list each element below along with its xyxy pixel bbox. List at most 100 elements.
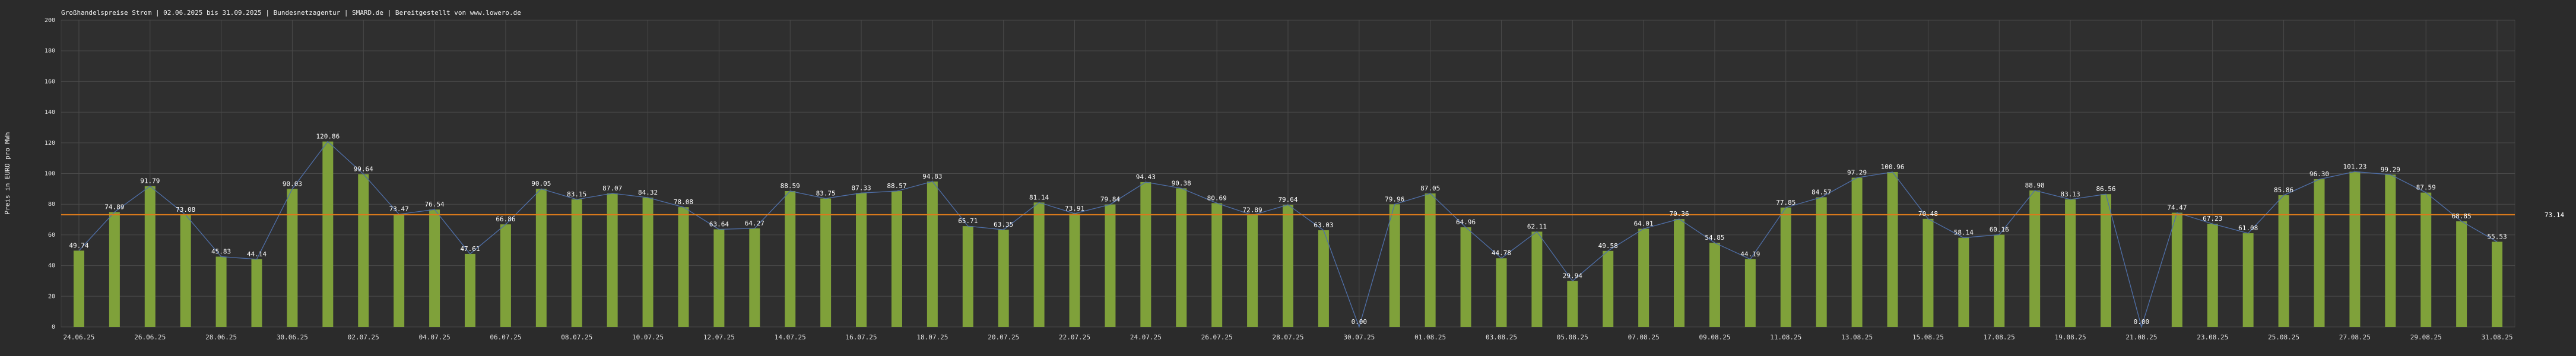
value-label: 77.85 bbox=[1776, 199, 1795, 206]
price-bar bbox=[1958, 237, 1969, 327]
x-tick-label: 31.08.25 bbox=[2482, 333, 2513, 341]
x-tick-label: 21.08.25 bbox=[2125, 333, 2157, 341]
price-bar bbox=[998, 230, 1009, 327]
value-label: 84.32 bbox=[638, 189, 658, 196]
value-label: 87.07 bbox=[602, 185, 622, 192]
price-bar bbox=[180, 215, 191, 327]
price-bar bbox=[1674, 219, 1685, 327]
value-label: 74.89 bbox=[104, 203, 124, 211]
x-tick-label: 11.08.25 bbox=[1770, 333, 1801, 341]
price-bar bbox=[1531, 231, 1543, 327]
price-bar bbox=[1887, 172, 1898, 327]
price-bar bbox=[642, 198, 653, 327]
value-label: 63.35 bbox=[994, 221, 1013, 228]
price-bar bbox=[1283, 205, 1293, 327]
price-bar bbox=[962, 226, 973, 327]
price-bar bbox=[2314, 179, 2325, 327]
value-label: 73.47 bbox=[389, 205, 409, 213]
x-tick-label: 04.07.25 bbox=[419, 333, 451, 341]
value-label: 54.85 bbox=[1705, 234, 1724, 241]
x-tick-label: 02.07.25 bbox=[348, 333, 379, 341]
value-label: 120.86 bbox=[316, 133, 340, 141]
value-label: 67.23 bbox=[2203, 215, 2222, 223]
price-bar bbox=[1140, 182, 1151, 327]
price-bar bbox=[394, 214, 405, 327]
value-label: 70.36 bbox=[1669, 210, 1689, 218]
value-label: 86.56 bbox=[2096, 185, 2115, 193]
value-label: 88.59 bbox=[781, 182, 800, 190]
price-bar bbox=[820, 198, 832, 327]
price-bar bbox=[429, 209, 440, 327]
value-label: 87.05 bbox=[1420, 185, 1440, 192]
price-bar bbox=[2385, 174, 2396, 327]
price-bar bbox=[2101, 194, 2111, 327]
value-label: 63.64 bbox=[709, 220, 729, 228]
value-label: 0.00 bbox=[2134, 318, 2150, 326]
x-tick-label: 10.07.25 bbox=[632, 333, 664, 341]
x-tick-label: 15.08.25 bbox=[1912, 333, 1944, 341]
price-bar bbox=[1994, 234, 2005, 327]
value-label: 29.94 bbox=[1563, 272, 1582, 280]
value-label: 76.54 bbox=[425, 201, 445, 208]
value-label: 79.84 bbox=[1100, 196, 1120, 204]
average-line-group: 73.14 bbox=[61, 211, 2564, 219]
price-bar bbox=[109, 212, 120, 327]
value-label: 101.23 bbox=[2343, 163, 2367, 170]
value-label: 90.38 bbox=[1172, 179, 1191, 187]
price-bar bbox=[535, 189, 547, 327]
value-label: 90.05 bbox=[531, 180, 551, 187]
x-tick-label: 06.07.25 bbox=[490, 333, 521, 341]
y-tick-label: 0 bbox=[52, 324, 55, 330]
x-tick-label: 30.07.25 bbox=[1343, 333, 1375, 341]
price-bar bbox=[1780, 207, 1791, 327]
value-label: 99.29 bbox=[2381, 166, 2400, 173]
price-bar bbox=[2492, 241, 2503, 327]
price-bar bbox=[1496, 258, 1507, 327]
price-bar bbox=[1069, 213, 1080, 327]
value-label: 84.57 bbox=[1812, 188, 1831, 196]
y-tick-label: 40 bbox=[48, 263, 55, 269]
price-bar bbox=[678, 207, 689, 327]
price-bar bbox=[749, 228, 760, 327]
x-tick-label: 16.07.25 bbox=[846, 333, 877, 341]
price-bar bbox=[1105, 204, 1116, 327]
value-label: 73.91 bbox=[1065, 205, 1084, 212]
value-label: 44.78 bbox=[1492, 249, 1511, 257]
price-bar bbox=[1567, 281, 1578, 327]
value-label: 88.57 bbox=[887, 182, 906, 190]
price-bar bbox=[144, 186, 156, 327]
value-label: 64.96 bbox=[1456, 218, 1476, 226]
y-tick-label: 160 bbox=[45, 78, 55, 85]
y-tick-label: 200 bbox=[45, 17, 55, 24]
value-label: 87.59 bbox=[2416, 184, 2436, 192]
x-tick-label: 09.08.25 bbox=[1699, 333, 1730, 341]
price-bar bbox=[73, 250, 84, 327]
value-label: 47.61 bbox=[460, 245, 480, 253]
value-labels: 49.74 74.89 91.79 73.08 45.83 44.14 90.03 120.8… bbox=[69, 133, 2507, 326]
price-series-line bbox=[78, 141, 2498, 329]
x-tick-label: 27.08.25 bbox=[2339, 333, 2371, 341]
y-axis-label: Preis in EURO pro MWh bbox=[4, 132, 11, 214]
x-tick-label: 29.08.25 bbox=[2410, 333, 2442, 341]
price-bar bbox=[1638, 228, 1649, 327]
y-tick-label: 20 bbox=[48, 293, 55, 300]
value-label: 61.08 bbox=[2238, 224, 2258, 232]
y-axis-ticks: 0 20 40 60 80 100 120 140 160 180 200 bbox=[45, 17, 55, 330]
price-bar bbox=[358, 174, 369, 327]
y-tick-label: 120 bbox=[45, 140, 55, 147]
value-label: 0.00 bbox=[1352, 318, 1368, 326]
value-label: 63.03 bbox=[1314, 221, 1333, 229]
x-tick-label: 22.07.25 bbox=[1059, 333, 1090, 341]
price-bar bbox=[1709, 243, 1720, 327]
x-tick-label: 24.06.25 bbox=[63, 333, 94, 341]
x-tick-label: 13.08.25 bbox=[1841, 333, 1873, 341]
y-tick-label: 100 bbox=[45, 171, 55, 177]
value-label: 91.79 bbox=[140, 177, 160, 185]
x-tick-label: 19.08.25 bbox=[2055, 333, 2086, 341]
value-label: 58.14 bbox=[1954, 229, 1974, 237]
price-bar bbox=[785, 190, 796, 327]
price-bar bbox=[927, 181, 938, 327]
value-label: 94.83 bbox=[922, 173, 942, 180]
value-label: 79.96 bbox=[1385, 195, 1404, 203]
value-label: 66.86 bbox=[496, 215, 515, 223]
